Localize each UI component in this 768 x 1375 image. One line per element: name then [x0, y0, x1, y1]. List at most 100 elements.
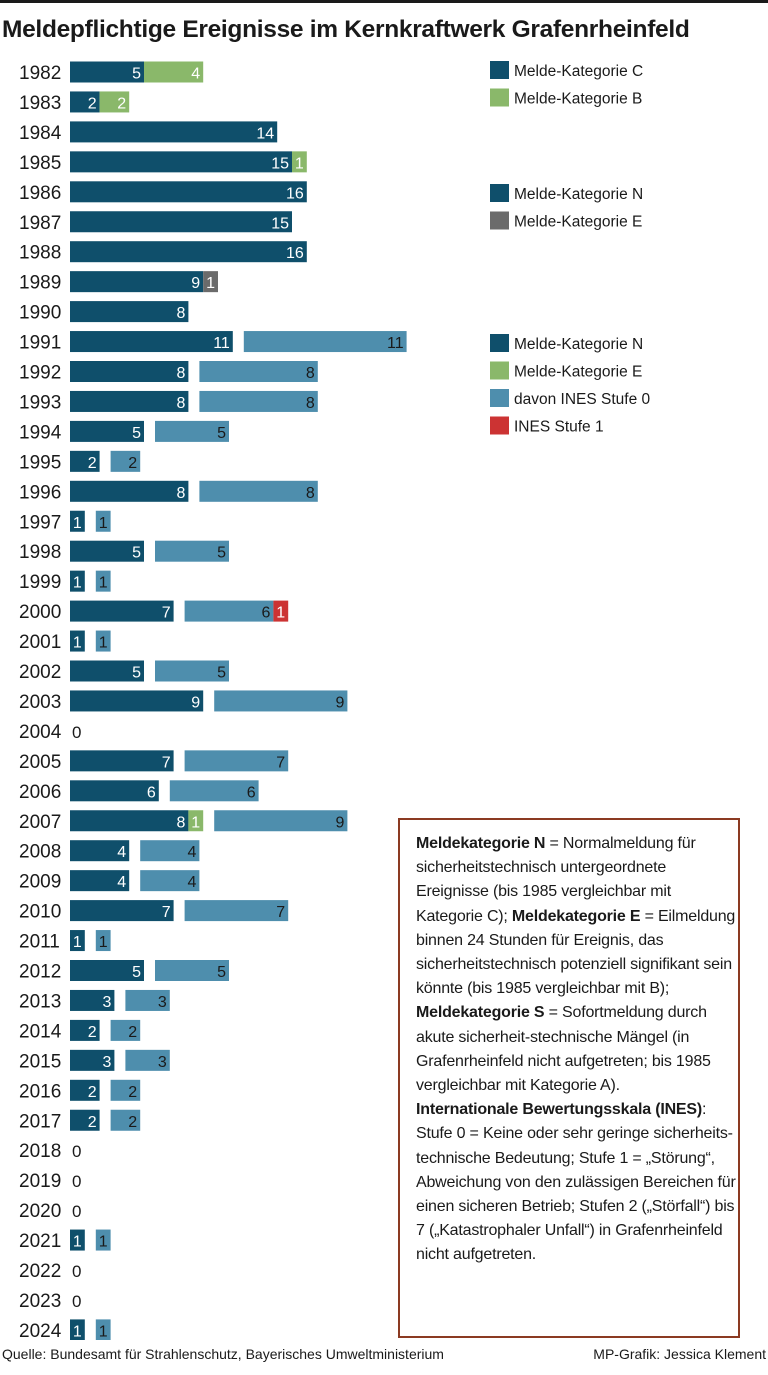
footer-credit: MP-Grafik: Jessica Klement [593, 1346, 766, 1362]
bar-melde-kategorie-n [70, 810, 189, 832]
value-label: 8 [176, 365, 185, 382]
bar-melde-kategorie-e [203, 271, 218, 293]
year-label: 2011 [19, 932, 60, 953]
value-label: 1 [73, 515, 82, 532]
bar-melde-kategorie-n [70, 1019, 100, 1041]
value-label: 3 [102, 994, 111, 1011]
bar-davon-ines-stufe-0 [95, 630, 111, 652]
row-1994: 1994 5 5 [19, 420, 229, 443]
legend-group-3: Melde-Kategorie N Melde-Kategorie E davon … [490, 334, 651, 436]
year-label: 2013 [19, 991, 61, 1012]
bar-melde-kategorie-n [70, 840, 130, 862]
legend-label: Melde-Kategorie E [514, 214, 642, 231]
value-label: 1 [295, 155, 304, 172]
year-label: 1987 [19, 213, 61, 234]
bar-melde-kategorie-n [70, 211, 292, 233]
bar-davon-ines-stufe-0 [199, 361, 318, 382]
legend-label: Melde-Kategorie N [514, 186, 643, 203]
row-2010: 2010 7 7 [19, 900, 289, 923]
legend-label: davon INES Stufe 0 [514, 391, 651, 408]
year-label: 2022 [19, 1261, 61, 1282]
bar-melde-kategorie-n [70, 1049, 115, 1071]
value-label: 8 [176, 485, 185, 502]
value-label: 5 [217, 425, 226, 442]
bar-melde-kategorie-n [70, 420, 144, 442]
note-term-e: Meldekategorie E [511, 907, 641, 925]
note-text-s: = Sofortmeldung durch akute sicherheit-s… [416, 1004, 711, 1095]
bar-melde-kategorie-n [70, 570, 85, 592]
year-label: 1999 [19, 572, 61, 593]
value-label: 2 [128, 1114, 137, 1131]
value-label: 1 [73, 635, 82, 652]
bar-melde-kategorie-c [70, 151, 292, 173]
row-2013: 2013 3 3 [19, 989, 170, 1012]
value-label: 2 [128, 455, 137, 472]
year-label: 2018 [19, 1141, 61, 1162]
row-1998: 1998 5 5 [19, 540, 229, 563]
legend-swatch [490, 416, 509, 435]
row-2021: 2021 1 1 [19, 1229, 111, 1252]
value-label: 15 [271, 155, 289, 172]
value-label: 7 [276, 754, 285, 771]
bar-melde-kategorie-c [70, 121, 278, 143]
value-label: 8 [176, 305, 185, 322]
legend-swatch [490, 334, 509, 352]
bar-melde-kategorie-n [70, 1109, 100, 1131]
bar-davon-ines-stufe-0 [95, 1229, 111, 1251]
value-label: 4 [187, 874, 196, 891]
bar-melde-kategorie-b [144, 61, 204, 83]
bar-melde-kategorie-n [70, 271, 204, 293]
bar-davon-ines-stufe-0 [110, 450, 141, 472]
value-label: 11 [213, 335, 230, 352]
value-label: 1 [99, 515, 108, 532]
year-label: 2017 [19, 1111, 61, 1132]
legend-label: Melde-Kategorie B [514, 91, 642, 108]
legend-label: INES Stufe 1 [514, 419, 604, 436]
year-label: 2003 [19, 692, 61, 713]
value-label: 7 [162, 605, 171, 622]
year-label: 2001 [19, 632, 61, 653]
row-2018: 2018 0 [19, 1141, 81, 1162]
value-label: 5 [132, 964, 141, 981]
year-label: 2021 [19, 1231, 61, 1252]
legend-group-2: Melde-Kategorie N Melde-Kategorie E [490, 184, 643, 231]
row-1996: 1996 8 8 [19, 480, 318, 503]
row-2011: 2011 1 1 [19, 930, 111, 953]
bar-melde-kategorie-n [70, 600, 174, 622]
row-1987: 1987 15 [19, 211, 292, 234]
note-text-e: = Eilmeldung binnen 24 Stunden für Ereig… [416, 907, 736, 998]
year-label: 2007 [19, 812, 61, 833]
bar-melde-kategorie-n [70, 690, 204, 712]
year-label: 1994 [19, 422, 62, 443]
value-label: 2 [128, 1024, 137, 1041]
value-label: 9 [335, 694, 344, 711]
bar-davon-ines-stufe-0 [110, 1109, 141, 1131]
value-label: 2 [128, 1084, 137, 1101]
year-label: 1985 [19, 153, 61, 174]
year-label: 1984 [19, 123, 62, 144]
bar-melde-kategorie-n [70, 450, 100, 472]
bar-davon-ines-stufe-0 [169, 780, 259, 802]
bar-melde-kategorie-e [188, 810, 204, 832]
row-2009: 2009 4 4 [19, 870, 200, 893]
legend-swatch [490, 184, 509, 202]
row-2005: 2005 7 7 [19, 750, 289, 773]
value-label: 4 [117, 874, 126, 891]
row-2015: 2015 3 3 [19, 1049, 170, 1072]
value-label: 16 [286, 185, 304, 202]
bar-davon-ines-stufe-0 [243, 331, 407, 353]
value-label: 4 [117, 844, 126, 861]
bar-melde-kategorie-n [70, 540, 144, 562]
value-label: 5 [132, 66, 141, 83]
value-label: 3 [102, 1054, 111, 1071]
value-label: 5 [132, 425, 141, 442]
bar-melde-kategorie-n [70, 390, 189, 412]
zero-label: 0 [72, 1202, 81, 1221]
row-1997: 1997 1 1 [19, 510, 111, 533]
bar-melde-kategorie-n [70, 989, 115, 1011]
zero-label: 0 [72, 1172, 81, 1191]
bar-davon-ines-stufe-0 [184, 750, 289, 772]
note-term-s: Meldekategorie S [416, 1004, 545, 1022]
note-term-ines: Internationale Bewertungsskala (INES) [416, 1101, 703, 1119]
